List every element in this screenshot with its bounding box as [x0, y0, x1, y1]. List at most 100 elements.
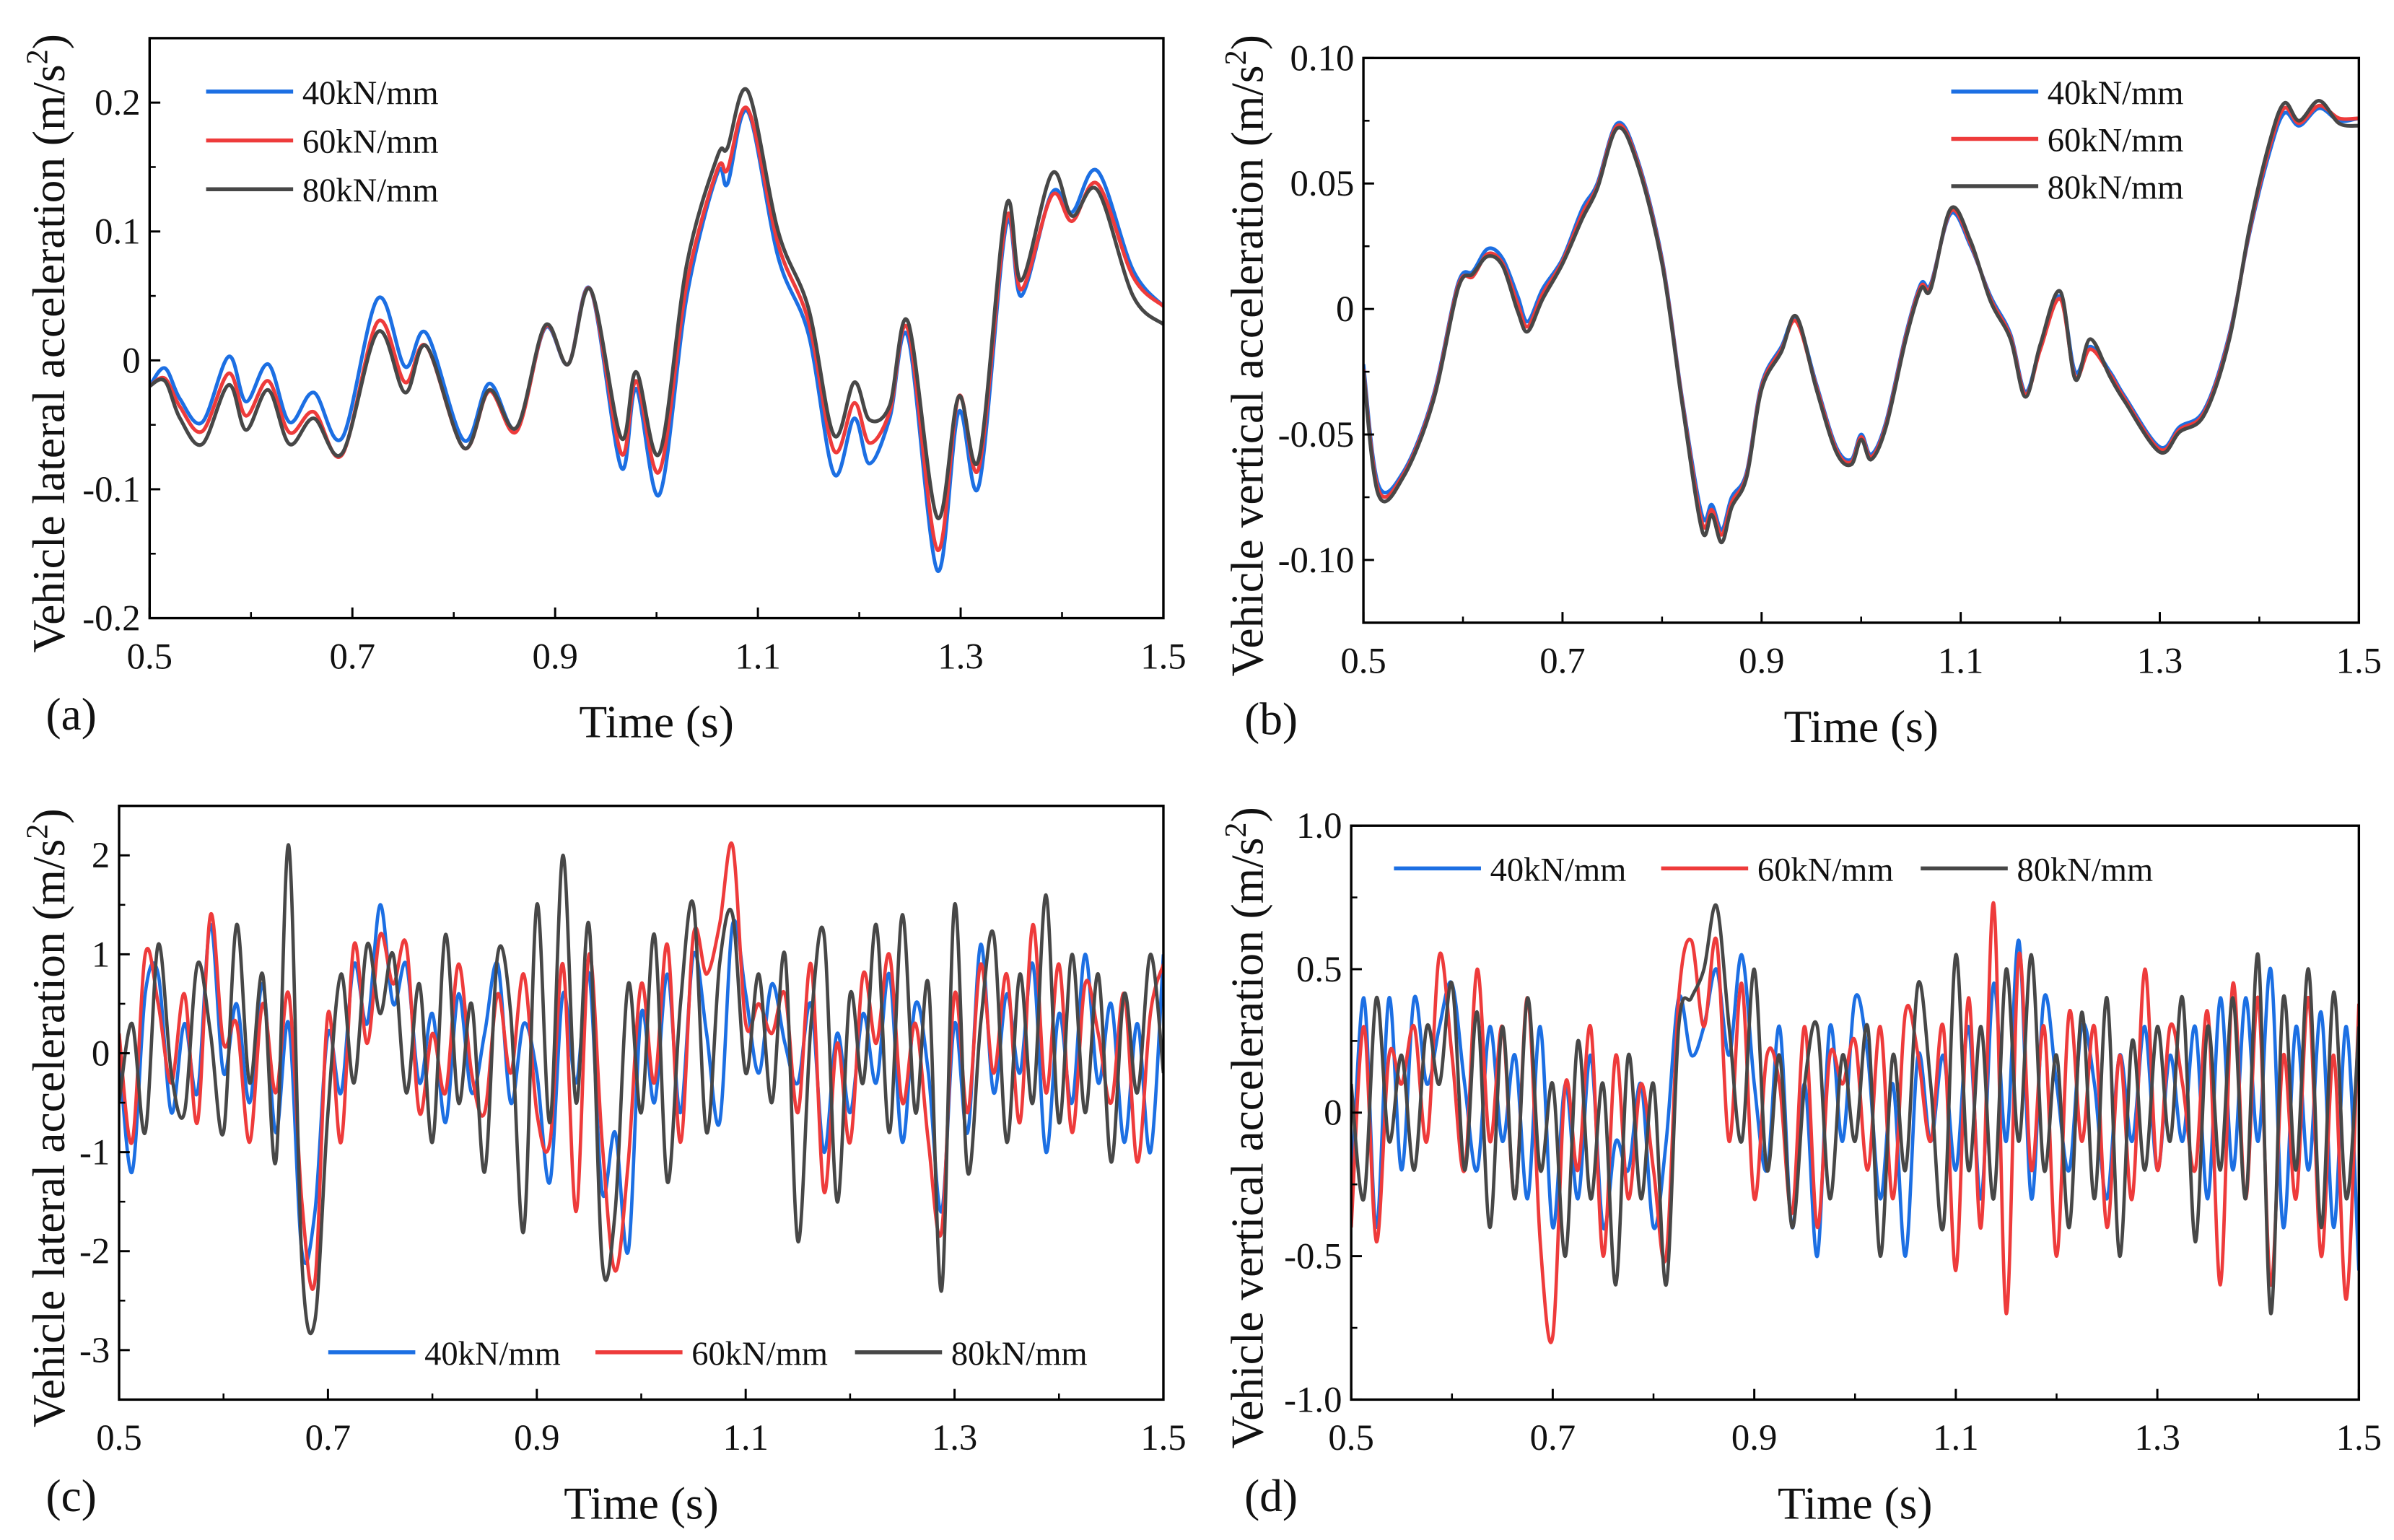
- legend: 40kN/mm 60kN/mm 80kN/mm: [1394, 852, 2153, 888]
- legend-item: 80kN/mm: [1951, 170, 2184, 206]
- legend-item: 60kN/mm: [206, 124, 439, 161]
- x-tick-label: 0.9: [1739, 641, 1784, 681]
- legend-item: 60kN/mm: [1951, 122, 2184, 159]
- y-tick-label: -1: [79, 1132, 110, 1173]
- x-axis-label: Time (s): [579, 696, 733, 748]
- legend-label: 40kN/mm: [424, 1336, 561, 1373]
- x-tick-label: 1.1: [722, 1417, 768, 1458]
- x-tick-label: 1.3: [932, 1417, 977, 1458]
- legend-label: 40kN/mm: [302, 75, 439, 112]
- chart-panel-c: 0.5 0.7 0.9 1.1 1.3 1.5 -3 -2 -1 0 1 2 Time (s) Vehic…: [21, 805, 1187, 1528]
- legend-item: 80kN/mm: [855, 1336, 1088, 1373]
- y-label-text-end: ): [1221, 35, 1272, 50]
- x-tick-label: 1.5: [2336, 1417, 2382, 1458]
- legend-item: 80kN/mm: [1921, 852, 2153, 888]
- x-tick-label: 0.5: [127, 636, 172, 676]
- y-label-text-end: ): [1221, 807, 1272, 822]
- series-line-40kN-per-mm: [1351, 938, 2359, 1271]
- series-line-40kN-per-mm: [119, 903, 1163, 1265]
- plot-frame: [1350, 824, 2361, 1401]
- series-line-80kN-per-mm: [1363, 99, 2359, 545]
- legend-label: 60kN/mm: [2048, 122, 2184, 159]
- legend: 40kN/mm 60kN/mm 80kN/mm: [328, 1336, 1088, 1373]
- y-tick-label: 0.2: [95, 82, 140, 123]
- x-tick-label: 0.7: [1539, 641, 1585, 681]
- y-label-text-end: ): [23, 808, 74, 823]
- x-tick-label: 0.7: [1530, 1417, 1576, 1458]
- y-tick-label: -0.2: [82, 598, 140, 638]
- y-axis-label: Vehicle lateral acceleration (m/s2): [21, 34, 74, 653]
- y-tick-label: 2: [92, 835, 110, 875]
- y-tick-label: 0: [92, 1033, 110, 1073]
- legend-label: 60kN/mm: [691, 1336, 828, 1373]
- y-label-text: Vehicle vertical acceleration (m/s: [1221, 65, 1272, 676]
- chart-panel-d: 0.5 0.7 0.9 1.1 1.3 1.5 -1.0 -0.5 0 0.5 1.0 Time (s…: [1219, 805, 2382, 1528]
- y-label-text-end: ): [23, 34, 74, 49]
- legend-item: 40kN/mm: [328, 1336, 561, 1373]
- legend-label: 40kN/mm: [1490, 852, 1627, 888]
- y-tick-label: 0: [1324, 1093, 1342, 1133]
- panel-label: (d): [1244, 1470, 1298, 1521]
- y-axis-label: Vehicle vertical acceleration (m/s2): [1219, 807, 1272, 1448]
- legend-item: 60kN/mm: [595, 1336, 828, 1373]
- y-tick-label: 0.5: [1296, 949, 1342, 989]
- plot-frame: [1362, 56, 2361, 624]
- x-tick-label: 0.7: [330, 636, 375, 676]
- x-tick-label: 1.3: [2134, 1417, 2180, 1458]
- x-tick-label: 0.5: [1340, 641, 1386, 681]
- legend-label: 40kN/mm: [2048, 75, 2184, 112]
- legend-label: 80kN/mm: [951, 1336, 1088, 1373]
- y-axis-label: Vehicle vertical acceleration (m/s2): [1219, 35, 1272, 676]
- x-tick-label: 0.9: [1731, 1417, 1777, 1458]
- y-tick-label: 0.1: [95, 211, 140, 252]
- y-label-superscript: 2: [1219, 50, 1253, 65]
- legend-item: 40kN/mm: [1951, 75, 2184, 112]
- legend-item: 60kN/mm: [1661, 852, 1894, 888]
- y-label-superscript: 2: [21, 824, 55, 839]
- x-tick-label: 0.5: [1328, 1417, 1373, 1458]
- legend-label: 80kN/mm: [2017, 852, 2153, 888]
- x-tick-label: 0.5: [96, 1417, 141, 1458]
- x-tick-label: 0.7: [305, 1417, 351, 1458]
- y-tick-label: 0: [1336, 289, 1354, 329]
- y-tick-label: -1.0: [1284, 1379, 1342, 1419]
- y-label-text: Vehicle lateral acceleration (m/s: [23, 64, 74, 652]
- y-label-text: Vehicle vertical acceleration (m/s: [1221, 838, 1272, 1449]
- y-tick-label: 1: [92, 934, 110, 974]
- x-tick-label: 1.5: [1140, 1417, 1186, 1458]
- panel-label: (c): [45, 1470, 96, 1521]
- y-tick-label: -0.05: [1278, 414, 1355, 455]
- legend-label: 60kN/mm: [1757, 852, 1894, 888]
- y-tick-label: 1.0: [1296, 805, 1342, 846]
- legend-label: 80kN/mm: [2048, 170, 2184, 206]
- series-line-60kN-per-mm: [1351, 901, 2359, 1344]
- legend-label: 80kN/mm: [302, 172, 439, 209]
- y-label-text: Vehicle lateral acceleration (m/s: [23, 839, 74, 1427]
- x-tick-label: 0.9: [514, 1417, 559, 1458]
- y-tick-label: 0.10: [1290, 38, 1355, 78]
- x-tick-label: 1.5: [2336, 641, 2382, 681]
- legend-item: 40kN/mm: [1394, 852, 1626, 888]
- panel-label: (a): [45, 688, 96, 740]
- x-axis-label: Time (s): [564, 1477, 718, 1528]
- legend: 40kN/mm 60kN/mm 80kN/mm: [1951, 75, 2184, 206]
- series-line-60kN-per-mm: [1363, 103, 2359, 537]
- series-line-80kN-per-mm: [119, 843, 1163, 1336]
- legend: 40kN/mm 60kN/mm 80kN/mm: [206, 75, 439, 209]
- legend-item: 80kN/mm: [206, 172, 439, 209]
- x-tick-label: 1.5: [1140, 636, 1186, 676]
- series-line-40kN-per-mm: [149, 108, 1163, 573]
- x-tick-label: 1.1: [1933, 1417, 1978, 1458]
- series-line-60kN-per-mm: [119, 841, 1163, 1291]
- series-line-80kN-per-mm: [1351, 903, 2359, 1316]
- panel-label: (b): [1244, 693, 1298, 744]
- chart-panel-a: 0.5 0.7 0.9 1.1 1.3 1.5 -0.2 -0.1 0 0.1 0.2 Time (s…: [21, 34, 1187, 747]
- x-tick-label: 1.1: [1938, 641, 1983, 681]
- legend-label: 60kN/mm: [302, 124, 439, 161]
- y-tick-label: -3: [79, 1330, 110, 1370]
- y-tick-label: 0.05: [1290, 163, 1355, 204]
- y-label-superscript: 2: [1219, 822, 1253, 837]
- y-tick-label: -0.5: [1284, 1236, 1342, 1277]
- y-axis-label: Vehicle lateral acceleration (m/s2): [21, 808, 74, 1427]
